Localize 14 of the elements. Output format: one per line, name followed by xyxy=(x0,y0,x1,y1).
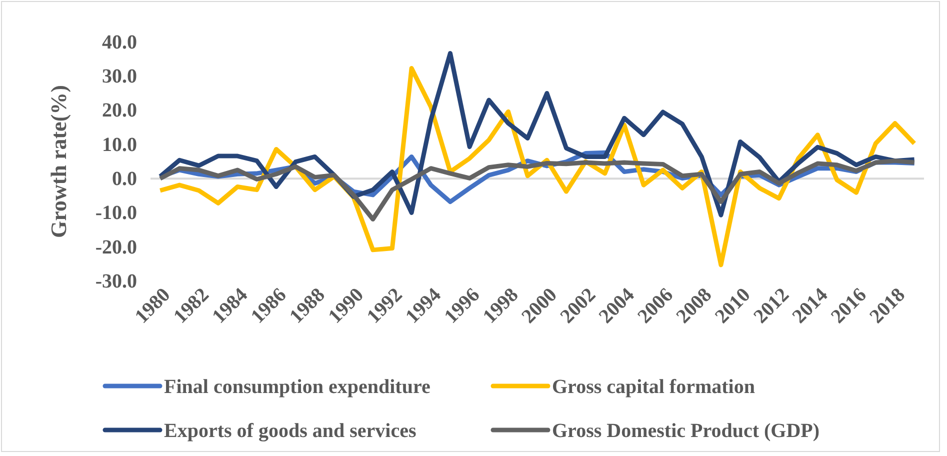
legend-label: Final consumption expenditure xyxy=(164,376,430,398)
y-tick-label: 20.0 xyxy=(102,100,137,122)
y-tick-label: 10.0 xyxy=(102,134,137,156)
y-tick-label: 30.0 xyxy=(102,66,137,88)
legend-label: Exports of goods and services xyxy=(164,420,416,442)
y-tick-label: -20.0 xyxy=(95,236,137,258)
legend-label: Gross Domestic Product (GDP) xyxy=(552,420,820,442)
y-tick-label: 0.0 xyxy=(112,168,137,190)
legend-label: Gross capital formation xyxy=(552,376,755,398)
y-axis-title: Growth rate(%) xyxy=(46,85,71,238)
y-tick-label: -10.0 xyxy=(95,202,137,224)
y-tick-label: -30.0 xyxy=(95,270,137,292)
line-series xyxy=(158,158,917,222)
y-tick-label: 40.0 xyxy=(102,31,137,54)
